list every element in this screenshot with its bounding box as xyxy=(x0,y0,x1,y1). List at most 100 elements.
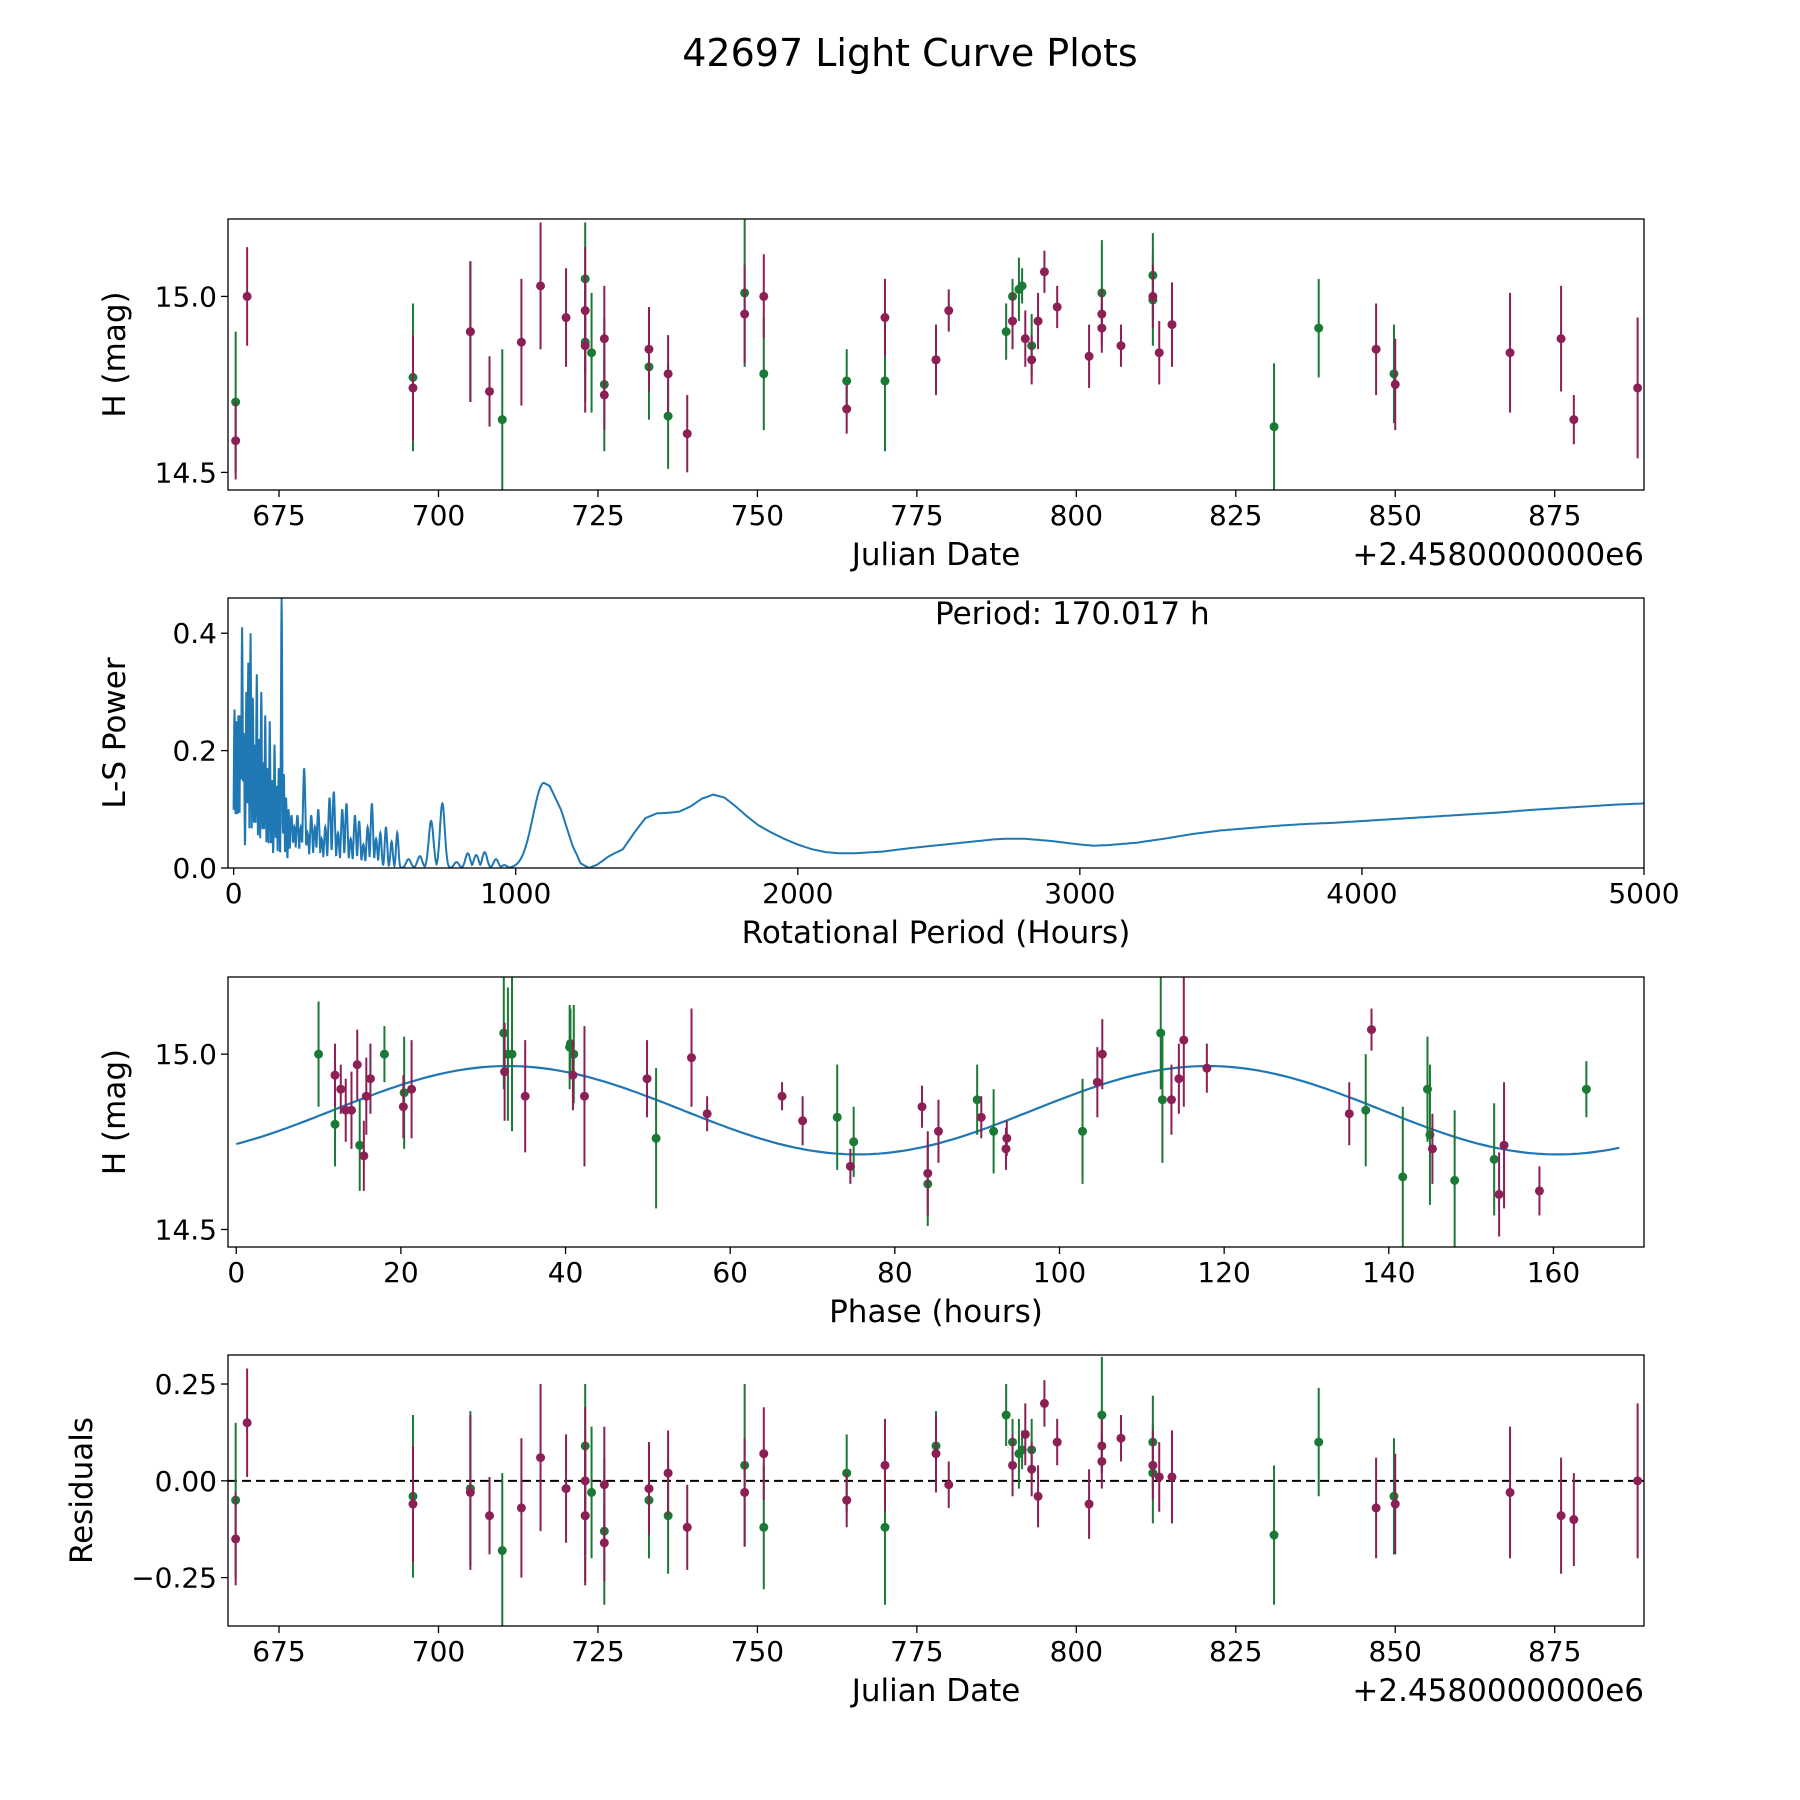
data-point xyxy=(1569,415,1579,425)
data-point xyxy=(702,1109,712,1119)
data-point xyxy=(336,1084,346,1094)
data-point xyxy=(599,390,609,400)
x-axis-label: Julian Date xyxy=(850,537,1021,573)
data-point xyxy=(1039,1398,1049,1408)
data-point xyxy=(465,1487,475,1497)
data-point xyxy=(944,306,954,316)
data-point xyxy=(1052,1437,1062,1447)
plot-area xyxy=(228,1356,1644,1626)
data-point xyxy=(759,1449,769,1459)
data-point xyxy=(361,1091,371,1101)
x-tick-label: 850 xyxy=(1369,499,1422,532)
data-point xyxy=(1167,1472,1177,1482)
data-point xyxy=(1084,351,1094,361)
x-tick-label: 20 xyxy=(383,1256,419,1289)
data-point xyxy=(972,1095,982,1105)
x-tick-label: 850 xyxy=(1369,1635,1422,1668)
data-point xyxy=(1097,323,1107,333)
x-tick-label: 675 xyxy=(252,1635,305,1668)
y-tick-label: 0.2 xyxy=(172,735,217,768)
x-tick-label: 800 xyxy=(1050,1635,1103,1668)
data-point xyxy=(1027,1464,1037,1474)
data-point xyxy=(1505,1487,1515,1497)
data-point xyxy=(682,1522,692,1532)
data-point xyxy=(1371,1503,1381,1513)
data-point xyxy=(1371,344,1381,354)
data-point xyxy=(561,313,571,323)
y-tick-label: −0.25 xyxy=(131,1562,217,1595)
plot-area xyxy=(235,977,1620,1247)
periodogram-line xyxy=(232,598,1644,868)
data-point xyxy=(1499,1140,1509,1150)
data-point xyxy=(842,376,852,386)
data-point xyxy=(1156,1028,1166,1038)
data-point xyxy=(1097,1410,1107,1420)
x-tick-label: 3000 xyxy=(1044,877,1115,910)
x-tick-label: 675 xyxy=(252,499,305,532)
x-tick-label: 825 xyxy=(1209,1635,1262,1668)
y-axis-label: H (mag) xyxy=(97,291,133,417)
y-tick-label: 14.5 xyxy=(155,1213,217,1246)
data-point xyxy=(561,1484,571,1494)
x-tick-label: 750 xyxy=(731,1635,784,1668)
data-point xyxy=(1092,1077,1102,1087)
x-tick-label: 0 xyxy=(225,877,243,910)
data-point xyxy=(777,1091,787,1101)
data-point xyxy=(497,415,507,425)
x-tick-label: 725 xyxy=(571,499,624,532)
data-point xyxy=(1084,1499,1094,1509)
data-point xyxy=(663,369,673,379)
data-point xyxy=(1556,334,1566,344)
data-point xyxy=(917,1102,927,1112)
data-point xyxy=(314,1049,324,1059)
data-point xyxy=(1450,1175,1460,1185)
data-point xyxy=(880,313,890,323)
data-point xyxy=(330,1119,340,1129)
data-point xyxy=(1020,1429,1030,1439)
data-point xyxy=(1116,341,1126,351)
x-tick-label: 825 xyxy=(1209,499,1262,532)
data-point xyxy=(1314,323,1324,333)
y-axis-label: Residuals xyxy=(64,1417,100,1564)
data-point xyxy=(536,1453,546,1463)
data-point xyxy=(845,1161,855,1171)
period-annotation: Period: 170.017 h xyxy=(935,596,1210,632)
data-point xyxy=(1314,1437,1324,1447)
x-tick-label: 140 xyxy=(1362,1256,1415,1289)
data-point xyxy=(1154,348,1164,358)
data-point xyxy=(740,309,750,319)
data-point xyxy=(497,1546,507,1556)
data-point xyxy=(1633,383,1643,393)
data-point xyxy=(1398,1172,1408,1182)
x-offset-label: +2.4580000000e6 xyxy=(1352,537,1644,573)
data-point xyxy=(346,1105,356,1115)
y-axis-label: H (mag) xyxy=(97,1049,133,1175)
data-point xyxy=(1179,1035,1189,1045)
x-tick-label: 60 xyxy=(712,1256,748,1289)
data-point xyxy=(644,1484,654,1494)
data-point xyxy=(759,291,769,301)
data-point xyxy=(408,383,418,393)
data-point xyxy=(663,1468,673,1478)
plot-area xyxy=(232,598,1644,868)
data-point xyxy=(644,344,654,354)
data-point xyxy=(231,436,241,446)
data-point xyxy=(832,1112,842,1122)
data-point xyxy=(1556,1511,1566,1521)
x-tick-label: 5000 xyxy=(1608,877,1679,910)
x-tick-label: 700 xyxy=(412,499,465,532)
data-point xyxy=(686,1053,696,1063)
data-point xyxy=(923,1168,933,1178)
data-point xyxy=(1389,1491,1399,1501)
data-point xyxy=(1148,1460,1158,1470)
data-point xyxy=(1167,320,1177,330)
data-point xyxy=(516,1503,526,1513)
data-point xyxy=(242,1418,252,1428)
data-point xyxy=(1020,334,1030,344)
data-point xyxy=(587,1487,597,1497)
data-point xyxy=(880,376,890,386)
data-point xyxy=(587,348,597,358)
axes-frame xyxy=(227,218,1645,491)
data-point xyxy=(330,1070,340,1080)
data-point xyxy=(520,1091,530,1101)
